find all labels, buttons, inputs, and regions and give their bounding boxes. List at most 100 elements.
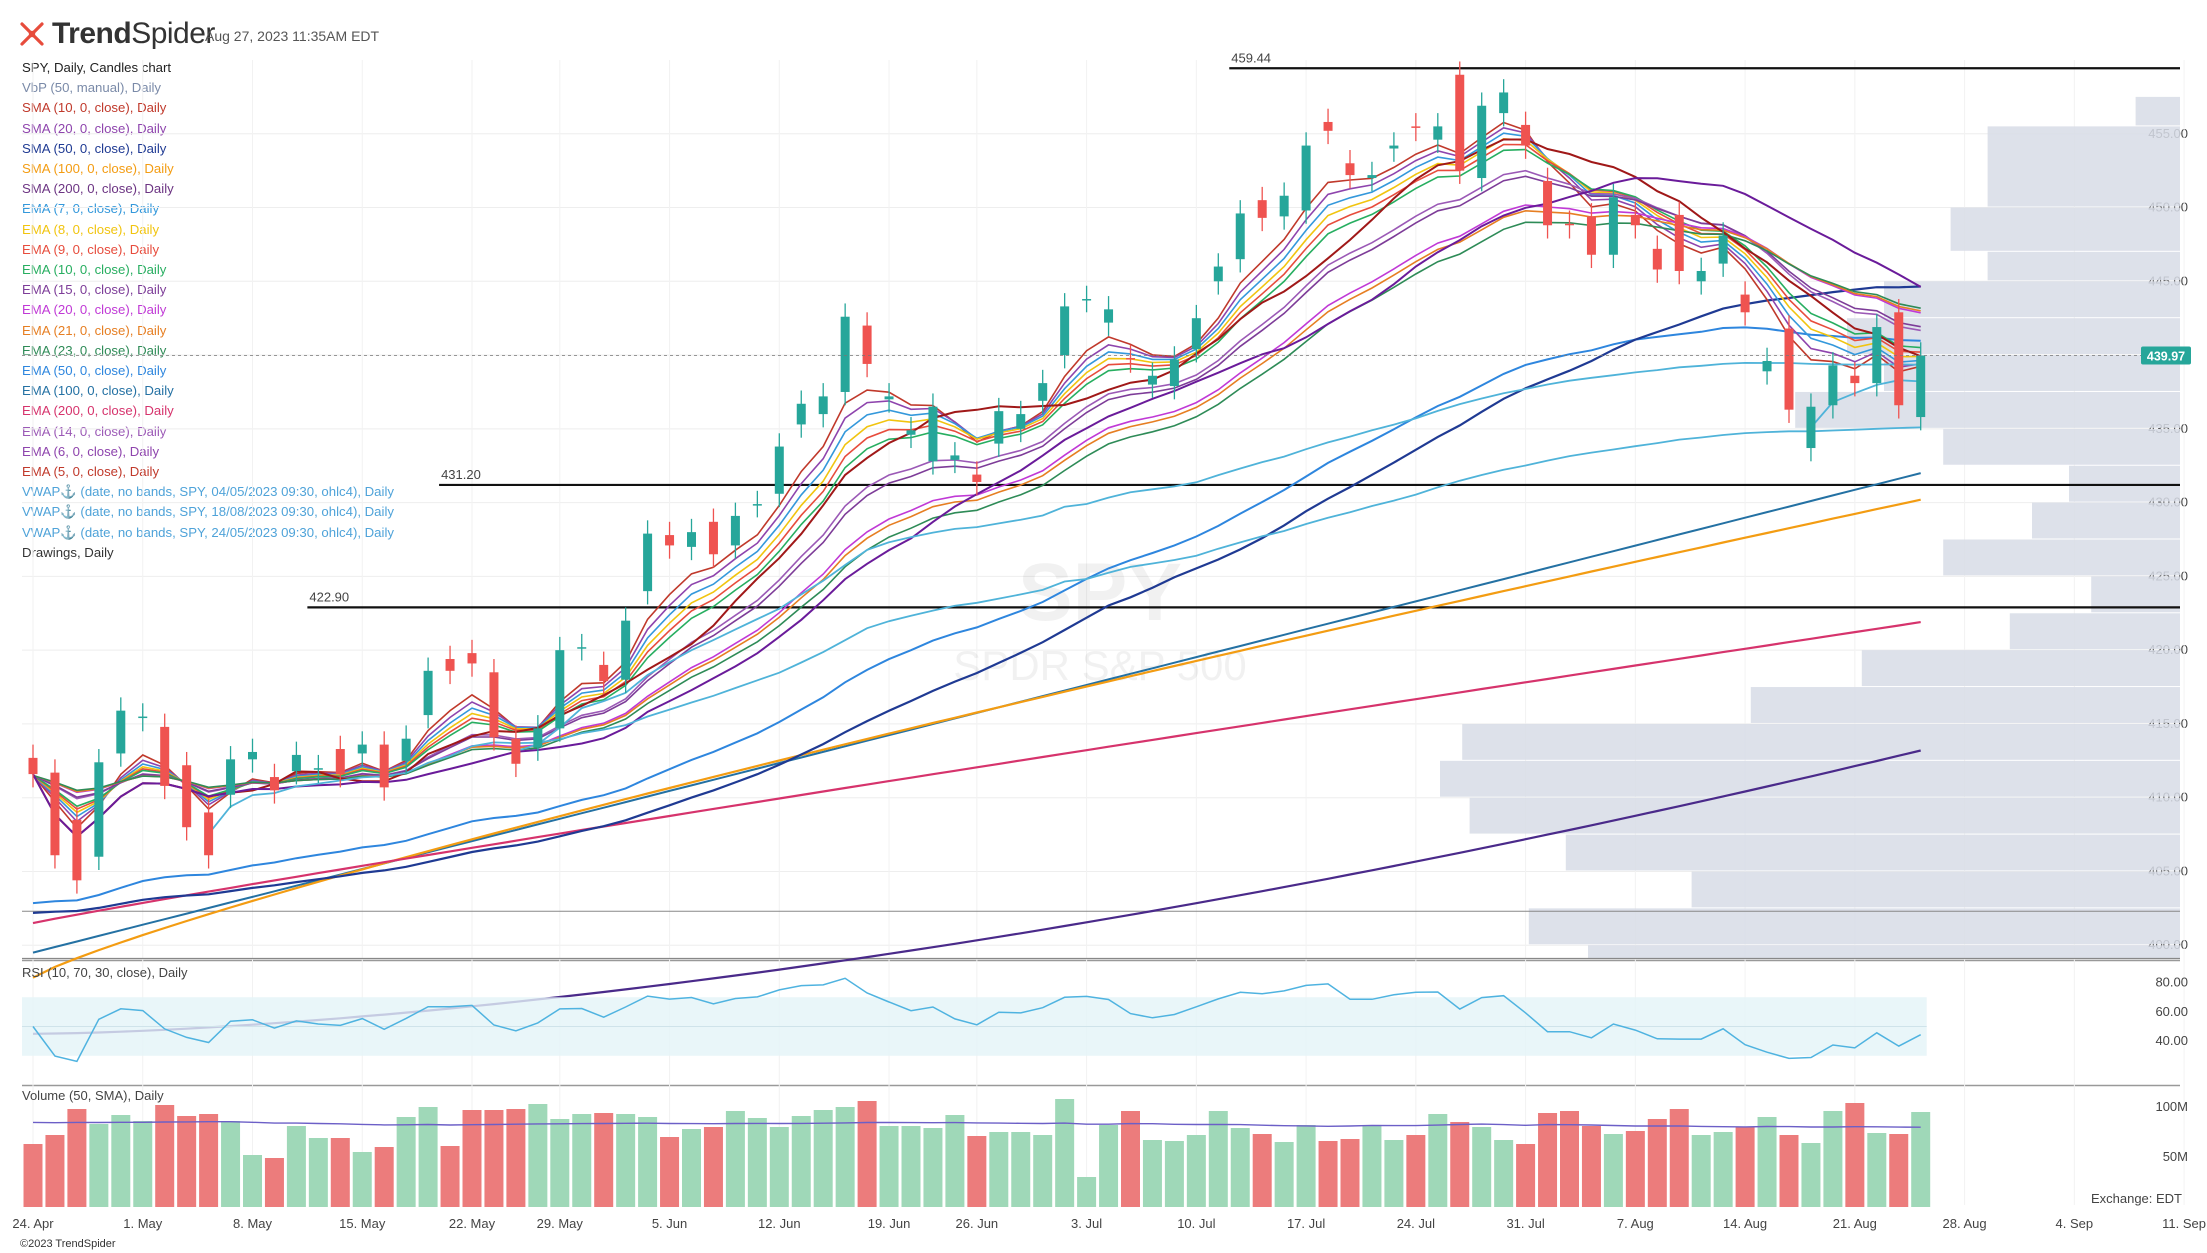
volume-bar — [1406, 1135, 1426, 1207]
legend-item[interactable]: EMA (6, 0, close), Daily — [22, 443, 160, 459]
candle-body — [1543, 180, 1553, 226]
volume-axis-label: 50M — [2163, 1149, 2188, 1164]
indicator-legend: SPY, Daily, Candles chart VbP (50, manual… — [22, 58, 394, 563]
legend-item[interactable]: EMA (200, 0, close), Daily — [22, 403, 174, 419]
legend-item[interactable]: EMA (14, 0, close), Daily — [22, 423, 167, 439]
volume-bar — [989, 1132, 1009, 1207]
volume-bar — [45, 1135, 65, 1207]
candle-body — [1828, 365, 1838, 406]
time-axis-label: 7. Aug — [1617, 1216, 1654, 1231]
legend-item[interactable]: Drawings, Daily — [22, 544, 114, 560]
time-axis-label: 29. May — [537, 1216, 584, 1231]
time-axis-label: 10. Jul — [1177, 1216, 1215, 1231]
ema-8-line — [32, 137, 1921, 814]
legend-item[interactable]: EMA (8, 0, close), Daily — [22, 221, 160, 237]
volume-bar — [67, 1109, 87, 1207]
volume-bar — [1889, 1134, 1909, 1207]
legend-item[interactable]: EMA (21, 0, close), Daily — [22, 322, 167, 338]
volume-bar — [440, 1146, 460, 1207]
legend-item[interactable]: VWAP⚓ (date, no bands, SPY, 24/05/2023 0… — [22, 524, 394, 540]
volume-profile-bar — [1565, 834, 2180, 871]
volume-bar — [418, 1107, 438, 1207]
candle-body — [1455, 74, 1465, 171]
legend-item[interactable]: EMA (7, 0, close), Daily — [22, 201, 160, 217]
volume-bar — [396, 1117, 416, 1207]
volume-bar — [1011, 1132, 1031, 1207]
volume-bar — [1428, 1114, 1448, 1207]
legend-item[interactable]: EMA (15, 0, close), Daily — [22, 282, 167, 298]
legend-item[interactable]: EMA (100, 0, close), Daily — [22, 383, 174, 399]
watermark-ticker: SPY — [1018, 547, 1182, 638]
volume-bar — [308, 1138, 328, 1207]
candle-body — [291, 754, 301, 772]
legend-item[interactable]: EMA (5, 0, close), Daily — [22, 464, 160, 480]
candle-body — [1740, 294, 1750, 313]
volume-bar — [1823, 1111, 1843, 1207]
volume-bar — [1230, 1128, 1250, 1207]
horizontal-level-label: 422.90 — [309, 589, 349, 604]
volume-bar — [923, 1128, 943, 1207]
legend-item[interactable]: EMA (9, 0, close), Daily — [22, 241, 160, 257]
time-axis-label: 8. May — [233, 1216, 273, 1231]
volume-profile-bar — [1588, 945, 2180, 959]
candle-body — [182, 765, 192, 828]
legend-item[interactable]: EMA (23, 0, close), Daily — [22, 342, 167, 358]
candle-body — [1411, 126, 1421, 128]
volume-bar — [506, 1109, 526, 1207]
legend-item[interactable]: SMA (50, 0, close), Daily — [22, 140, 167, 156]
volume-bar — [879, 1126, 899, 1207]
legend-item[interactable]: VWAP⚓ (date, no bands, SPY, 04/05/2023 0… — [22, 484, 394, 500]
current-price-label: 439.97 — [2147, 350, 2185, 364]
legend-item[interactable]: SMA (10, 0, close), Daily — [22, 100, 167, 116]
volume-bar — [901, 1126, 921, 1207]
volume-bar — [1757, 1117, 1777, 1207]
volume-profile-bar — [1469, 797, 2180, 834]
candle-body — [533, 728, 543, 748]
legend-item[interactable]: SMA (20, 0, close), Daily — [22, 120, 167, 136]
volume-bar — [835, 1107, 855, 1207]
volume-bar — [528, 1104, 548, 1207]
candle-body — [752, 504, 762, 506]
chart-datetime: Aug 27, 2023 11:35AM EDT — [205, 28, 380, 44]
legend-item[interactable]: VbP (50, manual), Daily — [22, 80, 162, 96]
candle-body — [1191, 318, 1201, 350]
volume-bar — [462, 1110, 482, 1207]
volume-profile-bar — [1750, 687, 2180, 723]
volume-profile-bar — [1440, 760, 2180, 797]
volume-bar — [725, 1111, 745, 1207]
volume-bar — [1603, 1134, 1623, 1207]
ema-10-line — [32, 148, 1921, 808]
volume-profile-bar — [1884, 281, 2180, 318]
volume-profile-bar — [1462, 723, 2180, 760]
legend-item[interactable]: SMA (200, 0, close), Daily — [22, 181, 174, 197]
legend-item[interactable]: EMA (50, 0, close), Daily — [22, 363, 167, 379]
time-axis-label: 3. Jul — [1071, 1216, 1102, 1231]
volume-bar — [550, 1119, 570, 1207]
legend-item[interactable]: EMA (10, 0, close), Daily — [22, 262, 167, 278]
candle-body — [906, 430, 916, 435]
candle-body — [818, 396, 828, 415]
legend-main-series[interactable]: SPY, Daily, Candles chart — [22, 60, 172, 75]
candle-body — [1104, 309, 1114, 323]
volume-bar — [1142, 1140, 1162, 1207]
candle-body — [72, 819, 82, 881]
volume-bar — [330, 1138, 350, 1207]
legend-item[interactable]: SMA (100, 0, close), Daily — [22, 161, 174, 177]
candle-body — [269, 777, 279, 791]
ema-50-line — [32, 326, 1921, 905]
candle-body — [1674, 214, 1684, 271]
volume-bar — [1208, 1111, 1228, 1207]
volume-bar — [1252, 1134, 1272, 1207]
candle-body — [1257, 200, 1267, 218]
volume-bar — [1867, 1133, 1887, 1207]
candle-body — [994, 411, 1004, 444]
candle-body — [1082, 299, 1092, 301]
candle-body — [1608, 197, 1618, 255]
volume-bar — [1669, 1109, 1689, 1207]
legend-item[interactable]: VWAP⚓ (date, no bands, SPY, 18/08/2023 0… — [22, 504, 394, 520]
volume-bar — [1845, 1103, 1865, 1207]
candle-body — [1806, 406, 1816, 449]
legend-item[interactable]: EMA (20, 0, close), Daily — [22, 302, 167, 318]
time-axis-label: 4. Sep — [2056, 1216, 2094, 1231]
